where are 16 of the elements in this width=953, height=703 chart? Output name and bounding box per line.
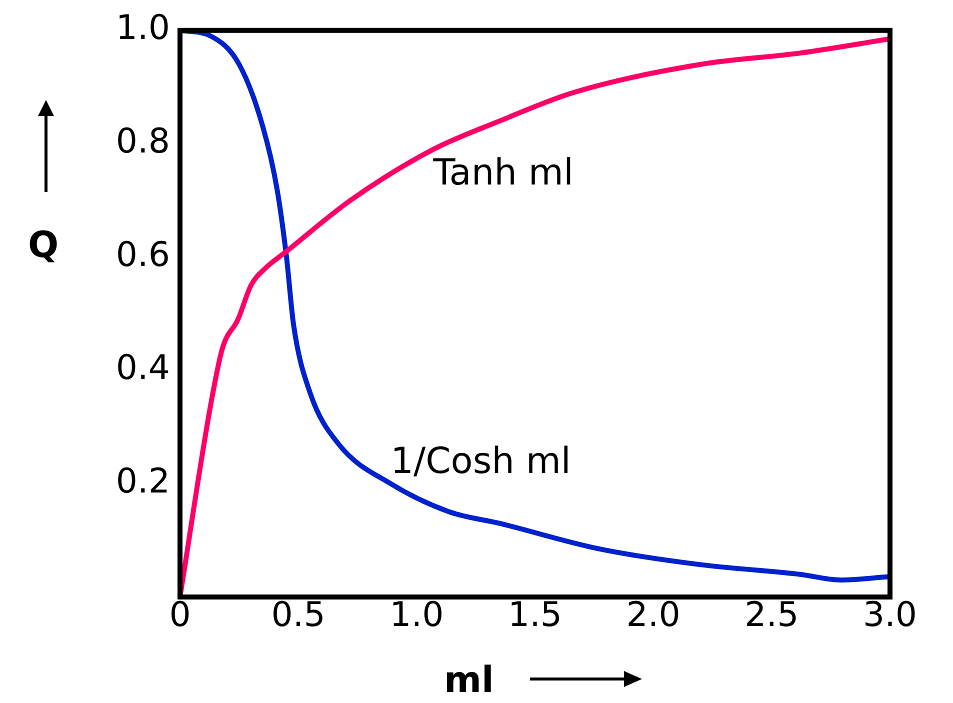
x-tick-label: 0 [169, 595, 191, 636]
y-tick-label: 0.2 [116, 462, 170, 502]
y-tick-label: 1.0 [116, 8, 170, 48]
y-tick-label: 0.8 [116, 122, 170, 162]
series-label: 1/Cosh ml [390, 441, 571, 482]
x-tick-label: 1.0 [390, 595, 444, 636]
y-axis-title: Q [28, 225, 59, 266]
x-axis-title: ml [444, 660, 494, 701]
series-label: Tanh ml [432, 152, 574, 194]
x-tick-label: 2.0 [626, 595, 680, 636]
x-tick-label: 1.5 [508, 595, 562, 636]
y-tick-label: 0.6 [116, 234, 170, 275]
x-tick-label: 2.5 [744, 595, 799, 636]
x-tick-label: 0.5 [271, 595, 326, 636]
x-tick-label: 3.0 [862, 595, 918, 636]
y-tick-label: 0.4 [116, 348, 170, 388]
